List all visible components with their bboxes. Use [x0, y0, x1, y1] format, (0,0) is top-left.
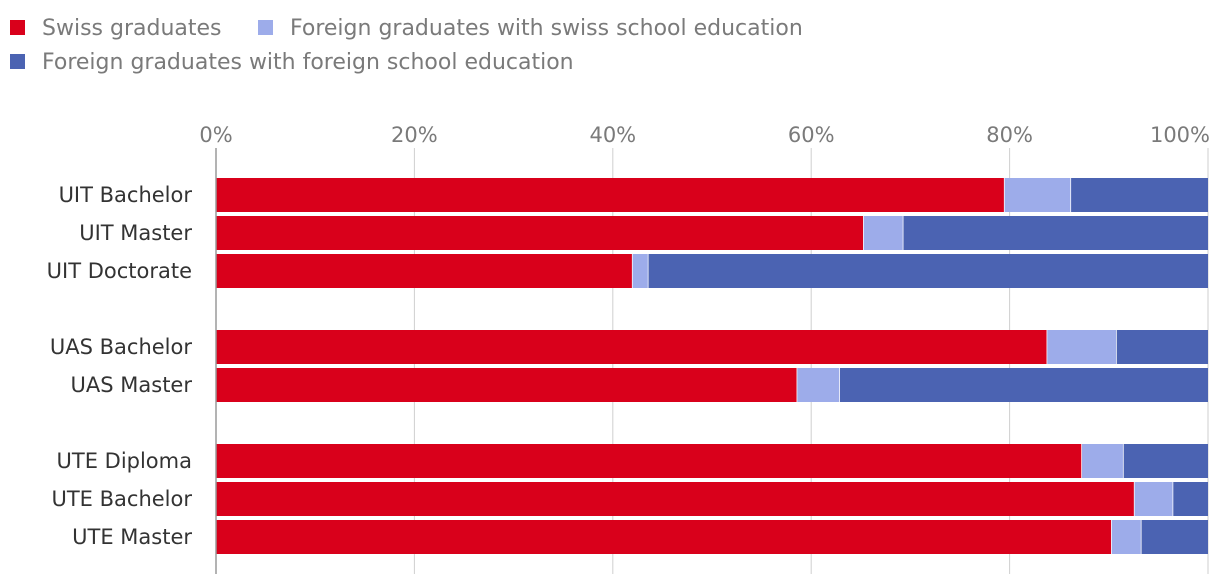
x-tick-label: 80%: [986, 123, 1033, 147]
x-tick-label: 0%: [199, 123, 232, 147]
bar-uas-bachelor-swiss-graduates: [216, 330, 1048, 364]
x-tick-label: 60%: [788, 123, 835, 147]
bar-uit-doctorate-foreign-graduates-with-foreign-school-education: [648, 254, 1208, 288]
bar-uit-master-foreign-graduates-with-swiss-school-education: [863, 216, 904, 250]
x-tick-label: 100%: [1150, 123, 1210, 147]
legend-label-foreign-graduates-with-swiss-school-education: Foreign graduates with swiss school educ…: [290, 16, 803, 41]
bar-ute-diploma-swiss-graduates: [216, 444, 1083, 478]
bars: [216, 178, 1208, 554]
bar-ute-bachelor-foreign-graduates-with-foreign-school-education: [1173, 482, 1208, 516]
bar-ute-master-foreign-graduates-with-foreign-school-education: [1141, 520, 1208, 554]
bar-uas-master-swiss-graduates: [216, 368, 798, 402]
bar-uit-bachelor-foreign-graduates-with-foreign-school-education: [1071, 178, 1208, 212]
x-tick-label: 40%: [589, 123, 636, 147]
legend-label-swiss-graduates: Swiss graduates: [42, 16, 222, 41]
bar-uas-master-foreign-graduates-with-foreign-school-education: [839, 368, 1208, 402]
bar-ute-diploma-foreign-graduates-with-swiss-school-education: [1082, 444, 1124, 478]
category-label-ute-bachelor: UTE Bachelor: [51, 487, 192, 511]
category-labels: UIT Bachelor UIT Master UIT Doctorate UAS B…: [47, 183, 193, 549]
x-tick-label: 20%: [391, 123, 438, 147]
bar-uas-master-foreign-graduates-with-swiss-school-education: [797, 368, 840, 402]
category-label-ute-diploma: UTE Diploma: [57, 449, 193, 473]
bar-ute-master-foreign-graduates-with-swiss-school-education: [1111, 520, 1142, 554]
category-label-uit-bachelor: UIT Bachelor: [59, 183, 193, 207]
bar-uit-doctorate-swiss-graduates: [216, 254, 633, 288]
bar-ute-diploma-foreign-graduates-with-foreign-school-education: [1123, 444, 1208, 478]
category-label-uit-master: UIT Master: [79, 221, 192, 245]
legend-label-foreign-graduates-with-foreign-school-education: Foreign graduates with foreign school ed…: [42, 50, 574, 75]
bar-ute-bachelor-swiss-graduates: [216, 482, 1135, 516]
legend: Swiss graduates Foreign graduates with sw…: [10, 16, 803, 75]
category-label-uas-master: UAS Master: [71, 373, 193, 397]
category-label-uas-bachelor: UAS Bachelor: [50, 335, 192, 359]
bar-uit-bachelor-foreign-graduates-with-swiss-school-education: [1004, 178, 1072, 212]
bar-uit-bachelor-swiss-graduates: [216, 178, 1005, 212]
legend-swatch-foreign-graduates-with-foreign-school-education: [10, 54, 25, 69]
bar-uit-master-foreign-graduates-with-foreign-school-education: [903, 216, 1208, 250]
legend-swatch-swiss-graduates: [10, 20, 25, 35]
x-axis-ticks: 0% 20% 40% 60% 80% 100%: [199, 123, 1210, 147]
bar-ute-bachelor-foreign-graduates-with-swiss-school-education: [1134, 482, 1174, 516]
category-label-ute-master: UTE Master: [72, 525, 192, 549]
bar-uit-master-swiss-graduates: [216, 216, 864, 250]
category-label-uit-doctorate: UIT Doctorate: [47, 259, 192, 283]
bar-uas-bachelor-foreign-graduates-with-swiss-school-education: [1047, 330, 1117, 364]
legend-swatch-foreign-graduates-with-swiss-school-education: [258, 20, 273, 35]
bar-uit-doctorate-foreign-graduates-with-swiss-school-education: [632, 254, 649, 288]
bar-ute-master-swiss-graduates: [216, 520, 1112, 554]
bar-uas-bachelor-foreign-graduates-with-foreign-school-education: [1116, 330, 1208, 364]
